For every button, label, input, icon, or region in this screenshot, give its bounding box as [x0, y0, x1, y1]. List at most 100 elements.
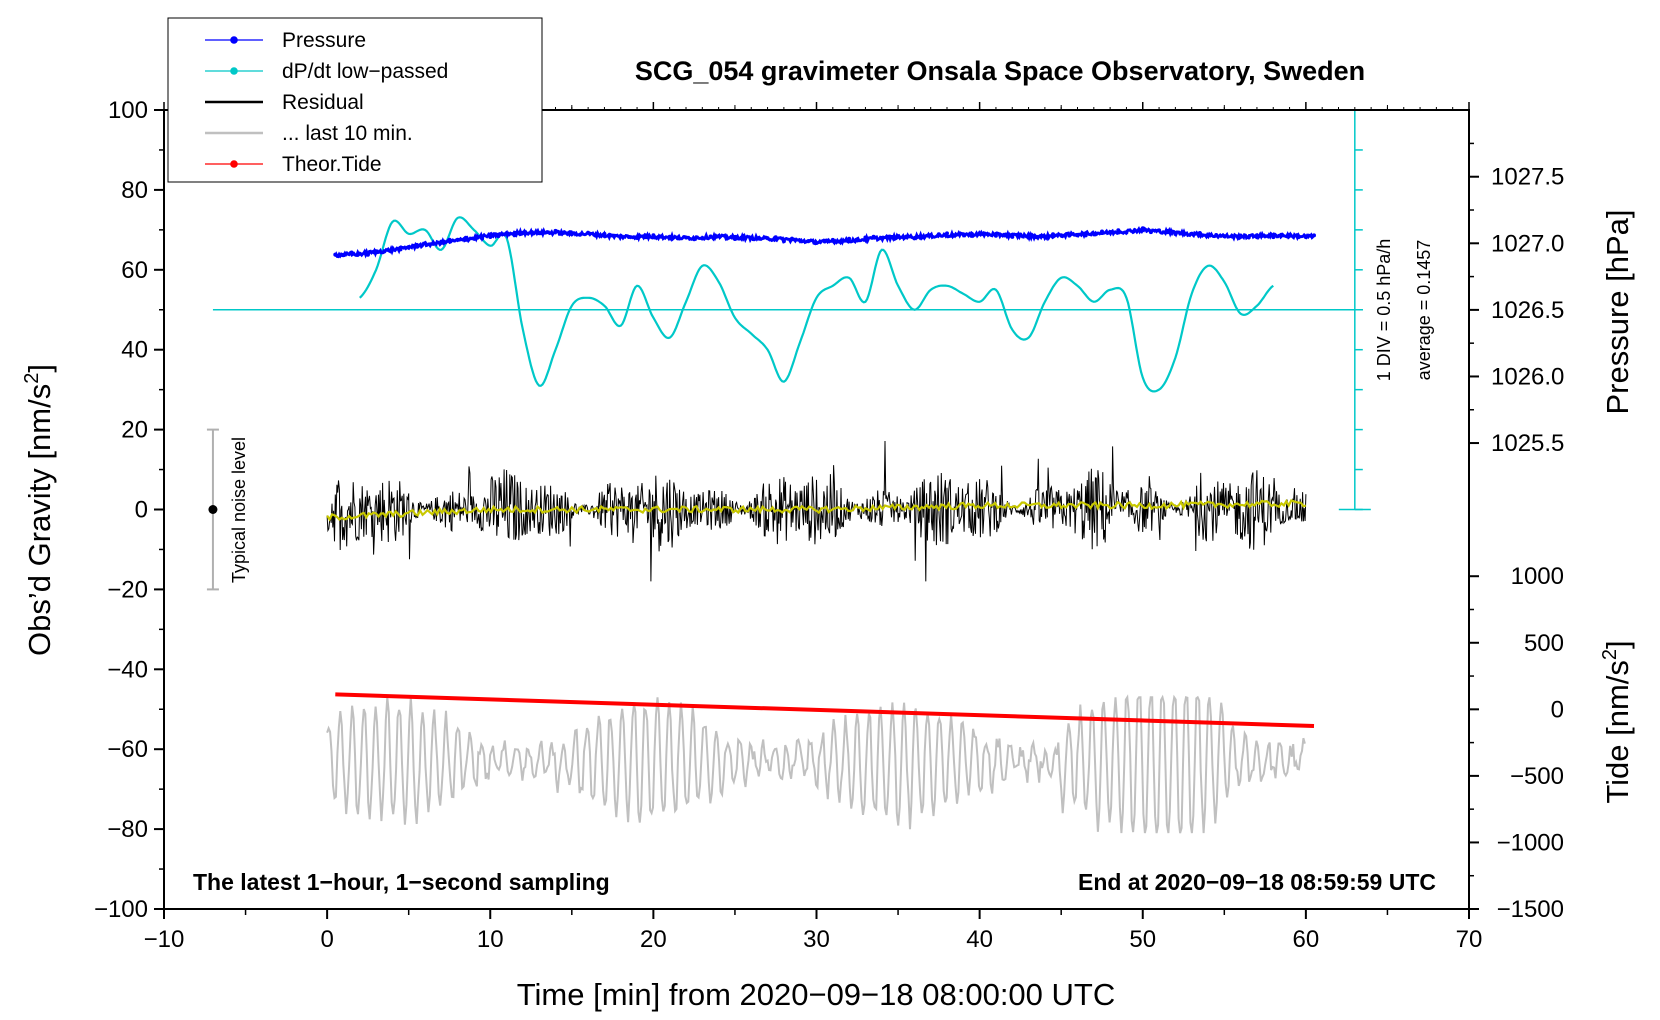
pressure-point [1206, 233, 1210, 238]
pressure-point [961, 232, 966, 237]
average-annotation: average = 0.1457 [1414, 240, 1434, 381]
pressure-point [1051, 232, 1055, 237]
legend-entry-pressure: Pressure [205, 29, 366, 52]
pressure-point [561, 230, 566, 235]
pressure-point [1026, 235, 1031, 240]
pressure-point [1100, 229, 1104, 234]
pressure-point [969, 233, 974, 238]
pressure-point [847, 236, 852, 241]
pressure-point [1312, 233, 1316, 238]
pressure-point [790, 236, 794, 241]
pressure-point [1279, 232, 1284, 237]
y-tick-label: −100 [94, 896, 148, 923]
legend-entry-residual: Residual [205, 91, 364, 114]
y-axis-label-superscript: 2 [21, 373, 43, 384]
series-layer [206, 109, 1371, 834]
pressure-point [765, 236, 770, 241]
noise-level-label: Typical noise level [229, 437, 249, 583]
pressure-point [382, 249, 387, 254]
pressure-point [333, 252, 338, 257]
x-tick-label: 70 [1456, 926, 1483, 953]
pressure-point [993, 233, 998, 238]
pressure-point [732, 237, 737, 241]
x-tick-label: 60 [1293, 926, 1320, 953]
legend-entry-theor-tide: Theor.Tide [205, 153, 382, 176]
tide-tick-label: −1500 [1497, 896, 1564, 923]
pressure-point [349, 250, 354, 255]
series-last-10-min [326, 694, 1306, 834]
pressure-point [406, 245, 411, 249]
y-tick-label: 80 [121, 177, 148, 204]
pressure-point [1295, 233, 1300, 238]
x-tick-label: 50 [1129, 926, 1156, 953]
x-tick-label: 10 [477, 926, 504, 953]
pressure-point [741, 233, 746, 238]
axes-layer: −10 0 10 20 30 40 50 60 70100806040200−20−40−60−… [94, 97, 1564, 953]
pressure-point [928, 233, 933, 238]
pressure-point [374, 250, 379, 255]
pressure-point [798, 238, 803, 243]
y-tick-label: 60 [121, 257, 148, 284]
pressure-point [855, 238, 860, 243]
pressure-point [471, 236, 476, 241]
pressure-point [822, 239, 827, 244]
x-tick-label: 0 [320, 926, 333, 953]
pressure-point [1287, 233, 1292, 237]
pressure-point [1075, 233, 1080, 238]
pressure-point [578, 232, 582, 237]
pressure-point [920, 235, 925, 240]
pressure-point [1173, 232, 1178, 236]
legend-entry-dp-dt-low-passed: dP/dt low−passed [205, 60, 448, 83]
pressure-point [1238, 233, 1243, 238]
pressure-point [708, 234, 713, 239]
pressure-point [651, 233, 656, 238]
pressure-point [357, 251, 362, 256]
chart-title: SCG_054 gravimeter Onsala Space Observat… [635, 56, 1365, 86]
pressure-point [529, 230, 533, 235]
pressure-point [749, 236, 754, 240]
pressure-point [1034, 235, 1039, 240]
pressure-point [863, 235, 868, 240]
pressure-point [635, 236, 640, 240]
pressure-point [643, 233, 648, 238]
pressure-point [463, 235, 468, 240]
pressure-point [1214, 233, 1219, 237]
pressure-point [569, 232, 574, 237]
tide-tick-label: 0 [1551, 696, 1564, 723]
legend-swatch-marker [230, 160, 238, 168]
pressure-point [390, 246, 395, 251]
pressure-point [1157, 228, 1162, 233]
pressure-point [398, 247, 403, 252]
pressure-point [757, 236, 762, 241]
legend-box [167, 17, 543, 183]
legend-label: dP/dt low−passed [282, 60, 448, 83]
pressure-point [684, 235, 688, 240]
pressure-point [1189, 231, 1194, 236]
pressure-point [896, 234, 901, 239]
pressure-point [1230, 234, 1235, 239]
pressure-tick-label: 1025.5 [1491, 430, 1564, 457]
pressure-point [700, 236, 705, 241]
pressure-point [1116, 228, 1121, 233]
pressure-point [626, 235, 631, 239]
pressure-point [830, 237, 835, 242]
legend-swatch-marker [230, 67, 238, 75]
pressure-point [496, 234, 501, 239]
series-theor-tide [335, 692, 1315, 728]
legend-label: Pressure [282, 29, 366, 52]
pressure-point [936, 232, 941, 237]
noise-level-bar [206, 428, 219, 591]
x-axis-label: Time [min] from 2020−09−18 08:00:00 UTC [517, 977, 1116, 1012]
y-tick-label: 0 [135, 497, 148, 524]
pressure-point [977, 231, 982, 236]
x-tick-label: 30 [803, 926, 830, 953]
pressure-point [341, 252, 346, 257]
pressure-point [414, 242, 419, 247]
tide-tick-label: 1000 [1511, 563, 1564, 590]
pressure-point [1067, 233, 1072, 238]
y-tick-label: −40 [107, 656, 148, 683]
pressure-point [1246, 235, 1251, 240]
y-tick-label: 20 [121, 417, 148, 444]
y-axis-label: Obs’d Gravity [nm/s2] [21, 364, 57, 656]
